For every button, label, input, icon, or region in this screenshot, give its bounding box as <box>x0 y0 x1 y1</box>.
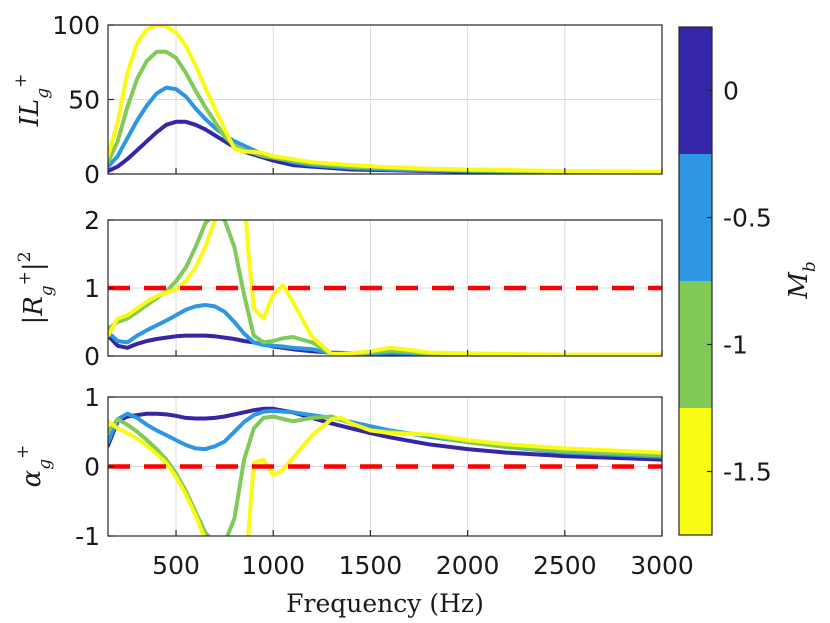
series-line-mb-0 <box>108 406 662 462</box>
y-tick-label: 100 <box>52 11 100 40</box>
y-tick-label: 1 <box>84 383 100 412</box>
series-line-mb--1.5 <box>108 415 662 536</box>
y-tick-label: 0 <box>84 160 100 189</box>
y-axis-label-absorption: αg+ <box>13 445 55 488</box>
x-tick-labels: 500 1000 1500 2000 2500 3000 <box>152 551 694 580</box>
y-tick-label: 50 <box>68 86 100 115</box>
il-panel: 0 50 100 <box>52 11 663 189</box>
absorption-panel: -1 0 1 <box>75 383 663 551</box>
series-line-mb--1.5 <box>108 220 662 356</box>
colorbar-tick-label: -1 <box>723 331 748 360</box>
colorbar-segment <box>679 281 712 408</box>
colorbar: 0 -0.5 -1 -1.5 <box>678 26 772 536</box>
colorbar-tick-label: -0.5 <box>723 204 772 233</box>
colorbar-frame <box>678 26 713 536</box>
series-line-mb--0.5 <box>108 85 662 174</box>
y-axis-label-il: ILg+ <box>11 74 53 128</box>
x-tick-label: 3000 <box>630 551 694 580</box>
x-axis-label: Frequency (Hz) <box>286 589 484 618</box>
series-line-mb--1 <box>108 49 662 174</box>
y-tick-label: -1 <box>75 522 100 551</box>
y-tick-label: 0 <box>84 342 100 371</box>
reflection-panel: 0 1 2 <box>84 206 663 371</box>
y-tick-label: 2 <box>84 206 100 235</box>
colorbar-segment <box>679 408 712 535</box>
svg-text:|Rg+|2: |Rg+|2 <box>15 251 57 324</box>
x-tick-label: 500 <box>152 551 200 580</box>
x-tick-label: 2500 <box>533 551 597 580</box>
svg-text:Mb: Mb <box>784 261 820 300</box>
x-tick-label: 1500 <box>339 551 403 580</box>
svg-text:αg+: αg+ <box>13 445 55 488</box>
y-tick-label: 1 <box>84 274 100 303</box>
colorbar-segment <box>679 154 712 281</box>
colorbar-label: Mb <box>784 261 820 300</box>
colorbar-segment <box>679 27 712 154</box>
svg-text:ILg+: ILg+ <box>11 74 53 128</box>
y-axis-label-reflection: |Rg+|2 <box>15 251 57 324</box>
series-line-mb--1.5 <box>108 25 662 174</box>
colorbar-tick-label: 0 <box>723 77 739 106</box>
colorbar-tick-label: -1.5 <box>723 458 772 487</box>
x-tick-label: 2000 <box>436 551 500 580</box>
y-tick-label: 0 <box>84 453 100 482</box>
x-tick-label: 1000 <box>241 551 305 580</box>
